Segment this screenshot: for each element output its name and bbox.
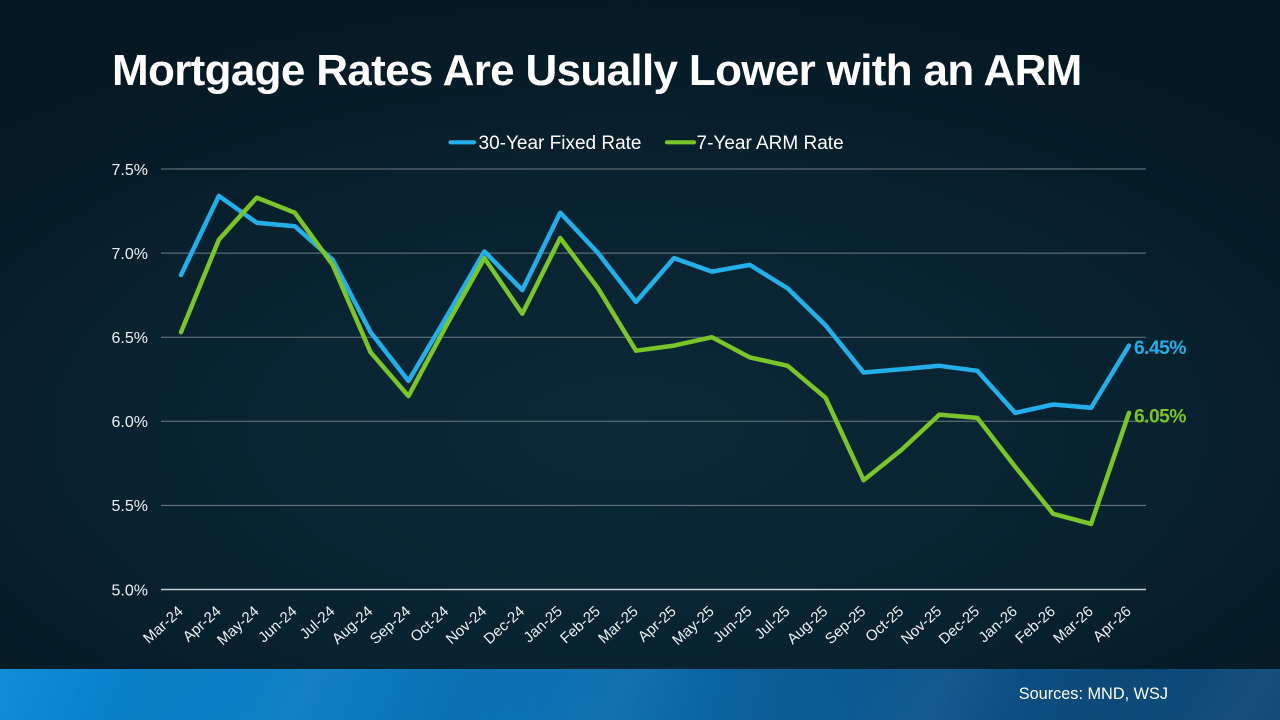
- svg-text:Nov-24: Nov-24: [443, 603, 490, 648]
- svg-text:Dec-25: Dec-25: [936, 603, 983, 648]
- svg-text:Nov-25: Nov-25: [898, 603, 945, 648]
- svg-text:May-25: May-25: [669, 603, 718, 649]
- svg-text:Sep-25: Sep-25: [822, 603, 869, 648]
- svg-text:May-24: May-24: [214, 603, 263, 649]
- svg-text:7.0%: 7.0%: [112, 246, 148, 263]
- svg-text:Aug-24: Aug-24: [329, 603, 376, 648]
- svg-text:7.5%: 7.5%: [112, 162, 148, 179]
- svg-text:Apr-26: Apr-26: [1090, 603, 1135, 646]
- svg-text:6.5%: 6.5%: [112, 330, 148, 347]
- svg-text:Aug-25: Aug-25: [784, 603, 831, 648]
- svg-text:Jun-24: Jun-24: [255, 603, 300, 646]
- svg-text:Jan-25: Jan-25: [520, 603, 565, 646]
- svg-text:Mar-25: Mar-25: [595, 603, 642, 647]
- svg-text:30-Year Fixed Rate: 30-Year Fixed Rate: [479, 133, 642, 154]
- svg-text:Jan-26: Jan-26: [975, 603, 1020, 646]
- svg-text:Dec-24: Dec-24: [481, 603, 528, 648]
- svg-text:Sep-24: Sep-24: [367, 603, 414, 648]
- svg-text:6.45%: 6.45%: [1134, 338, 1186, 359]
- svg-text:Mar-26: Mar-26: [1050, 603, 1097, 647]
- svg-text:7-Year ARM Rate: 7-Year ARM Rate: [697, 133, 844, 154]
- svg-text:6.05%: 6.05%: [1134, 406, 1186, 427]
- svg-text:5.0%: 5.0%: [112, 582, 148, 599]
- svg-text:5.5%: 5.5%: [112, 498, 148, 515]
- svg-text:Mar-24: Mar-24: [140, 603, 187, 647]
- svg-text:6.0%: 6.0%: [112, 414, 148, 431]
- svg-text:Feb-26: Feb-26: [1012, 603, 1059, 647]
- svg-text:Jun-25: Jun-25: [710, 603, 755, 646]
- svg-text:Feb-25: Feb-25: [557, 603, 604, 647]
